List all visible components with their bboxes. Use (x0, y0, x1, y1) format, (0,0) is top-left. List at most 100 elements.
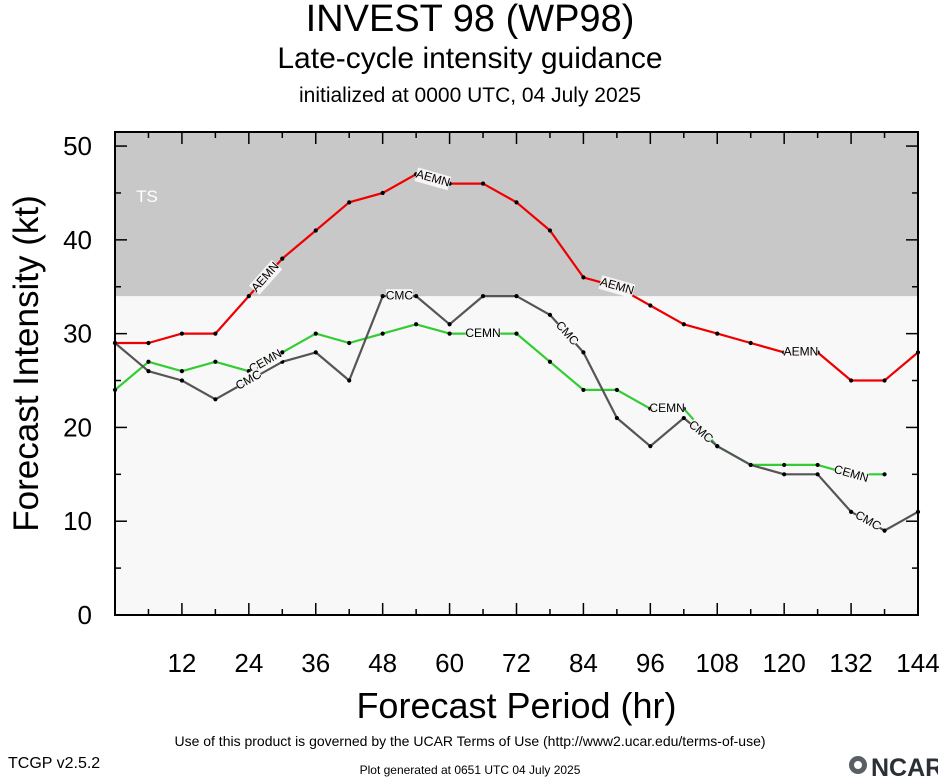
x-tick-label: 60 (435, 648, 464, 678)
x-tick-label: 144 (896, 648, 939, 678)
data-point-aemn (146, 340, 151, 346)
x-tick-label: 96 (636, 648, 665, 678)
data-point-cmc (715, 444, 720, 449)
series-label-bg-cmc (852, 508, 883, 534)
data-point-cmc (313, 350, 318, 355)
data-point-aemn (514, 200, 519, 205)
y-tick-label: 50 (63, 131, 92, 161)
data-point-cemn (581, 387, 586, 393)
data-point-cemn (815, 462, 820, 468)
data-point-cmc (213, 397, 218, 402)
chart-subtitle: Late-cycle intensity guidance (277, 42, 663, 75)
data-point-cemn (882, 472, 887, 477)
data-point-cemn (280, 350, 285, 355)
data-point-aemn (246, 294, 251, 299)
data-point-aemn (280, 256, 285, 261)
x-tick-label: 24 (234, 648, 263, 678)
data-point-cmc (347, 378, 352, 383)
series-label-group-cemn: CEMN (465, 326, 501, 341)
ncar-logo-text: NCAR (871, 754, 938, 780)
series-label-bg-cmc (233, 367, 264, 394)
chart-title: INVEST 98 (WP98) (305, 0, 635, 40)
data-point-aemn (179, 331, 185, 336)
data-point-cmc (882, 528, 887, 533)
data-point-aemn (480, 181, 486, 186)
data-point-aemn (581, 275, 586, 280)
data-point-cmc (848, 509, 854, 514)
data-point-cemn (614, 387, 619, 393)
y-tick-label: 30 (63, 319, 92, 349)
series-label-group-cemn: CEMN (649, 401, 685, 416)
data-point-cmc (815, 472, 820, 477)
data-point-cemn (179, 369, 185, 374)
ncar-logo-mark-inner (854, 761, 862, 769)
data-point-aemn (380, 190, 385, 196)
series-label-aemn: AEMN (784, 345, 819, 359)
data-point-cmc (146, 369, 151, 374)
series-label-group-aemn: AEMN (783, 345, 819, 360)
x-tick-label: 48 (368, 648, 397, 678)
series-label-cemn: CEMN (465, 326, 500, 340)
data-point-cmc (179, 378, 185, 383)
x-tick-label: 72 (502, 648, 531, 678)
data-point-cemn (414, 322, 419, 327)
x-tick-label: 108 (696, 648, 739, 678)
data-point-cemn (380, 331, 385, 336)
data-point-cmc (748, 462, 753, 468)
initialization-time: initialized at 0000 UTC, 04 July 2025 (298, 84, 642, 107)
series-label-bg-aemn (414, 167, 452, 191)
series-label-bg-cemn (649, 401, 685, 416)
data-point-aemn (547, 228, 553, 233)
data-point-cemn (213, 359, 218, 364)
x-tick-label: 12 (167, 648, 196, 678)
data-point-cmc (648, 444, 653, 449)
data-point-cmc (547, 312, 553, 317)
series-label-cemn: CEMN (649, 401, 684, 415)
x-tick-label: 84 (569, 648, 598, 678)
band-ts (115, 132, 918, 297)
data-point-aemn (848, 378, 854, 383)
series-label-bg-cmc (386, 289, 413, 304)
data-point-cmc (681, 415, 686, 421)
series-label-bg-cmc (685, 418, 716, 447)
series-label-bg-cmc (552, 318, 581, 349)
series-label-cmc: CMC (386, 288, 414, 302)
data-point-cemn (447, 331, 452, 336)
series-label-bg-cemn (465, 326, 501, 341)
data-point-cmc (380, 294, 385, 299)
data-point-aemn (882, 378, 887, 383)
data-point-cmc (614, 415, 619, 421)
series-label-group-cmc: CMC (386, 288, 414, 304)
y-tick-label: 40 (63, 225, 92, 255)
series-label-bg-aemn (783, 345, 819, 360)
data-point-aemn (715, 331, 720, 336)
series-label-bg-cemn (832, 462, 870, 486)
terms-of-use: Use of this product is governed by the U… (174, 733, 766, 749)
y-axis-title: Forecast Intensity (kt) (7, 195, 46, 531)
data-point-cmc (581, 350, 586, 355)
data-point-cmc (480, 294, 486, 299)
band-label-ts: TS (136, 187, 158, 206)
data-point-cemn (514, 331, 519, 336)
y-tick-label: 10 (63, 506, 92, 536)
data-point-aemn (347, 200, 352, 205)
data-point-cemn (347, 340, 352, 346)
data-point-aemn (648, 303, 653, 308)
generated-time: Plot generated at 0651 UTC 04 July 2025 (359, 763, 581, 777)
y-tick-label: 0 (78, 600, 92, 630)
data-point-cmc (514, 294, 519, 299)
data-point-cemn (313, 331, 318, 336)
data-point-cmc (447, 322, 452, 327)
data-point-aemn (681, 322, 686, 327)
x-tick-label: 36 (301, 648, 330, 678)
version-label: TCGP v2.5.2 (8, 755, 101, 772)
data-point-aemn (313, 228, 318, 233)
data-point-aemn (748, 340, 753, 346)
data-point-cmc (782, 472, 787, 477)
series-label-bg-aemn (248, 259, 283, 295)
x-tick-label: 120 (762, 648, 805, 678)
y-tick-label: 20 (63, 412, 92, 442)
data-point-aemn (213, 331, 218, 336)
data-point-cemn (547, 359, 553, 364)
